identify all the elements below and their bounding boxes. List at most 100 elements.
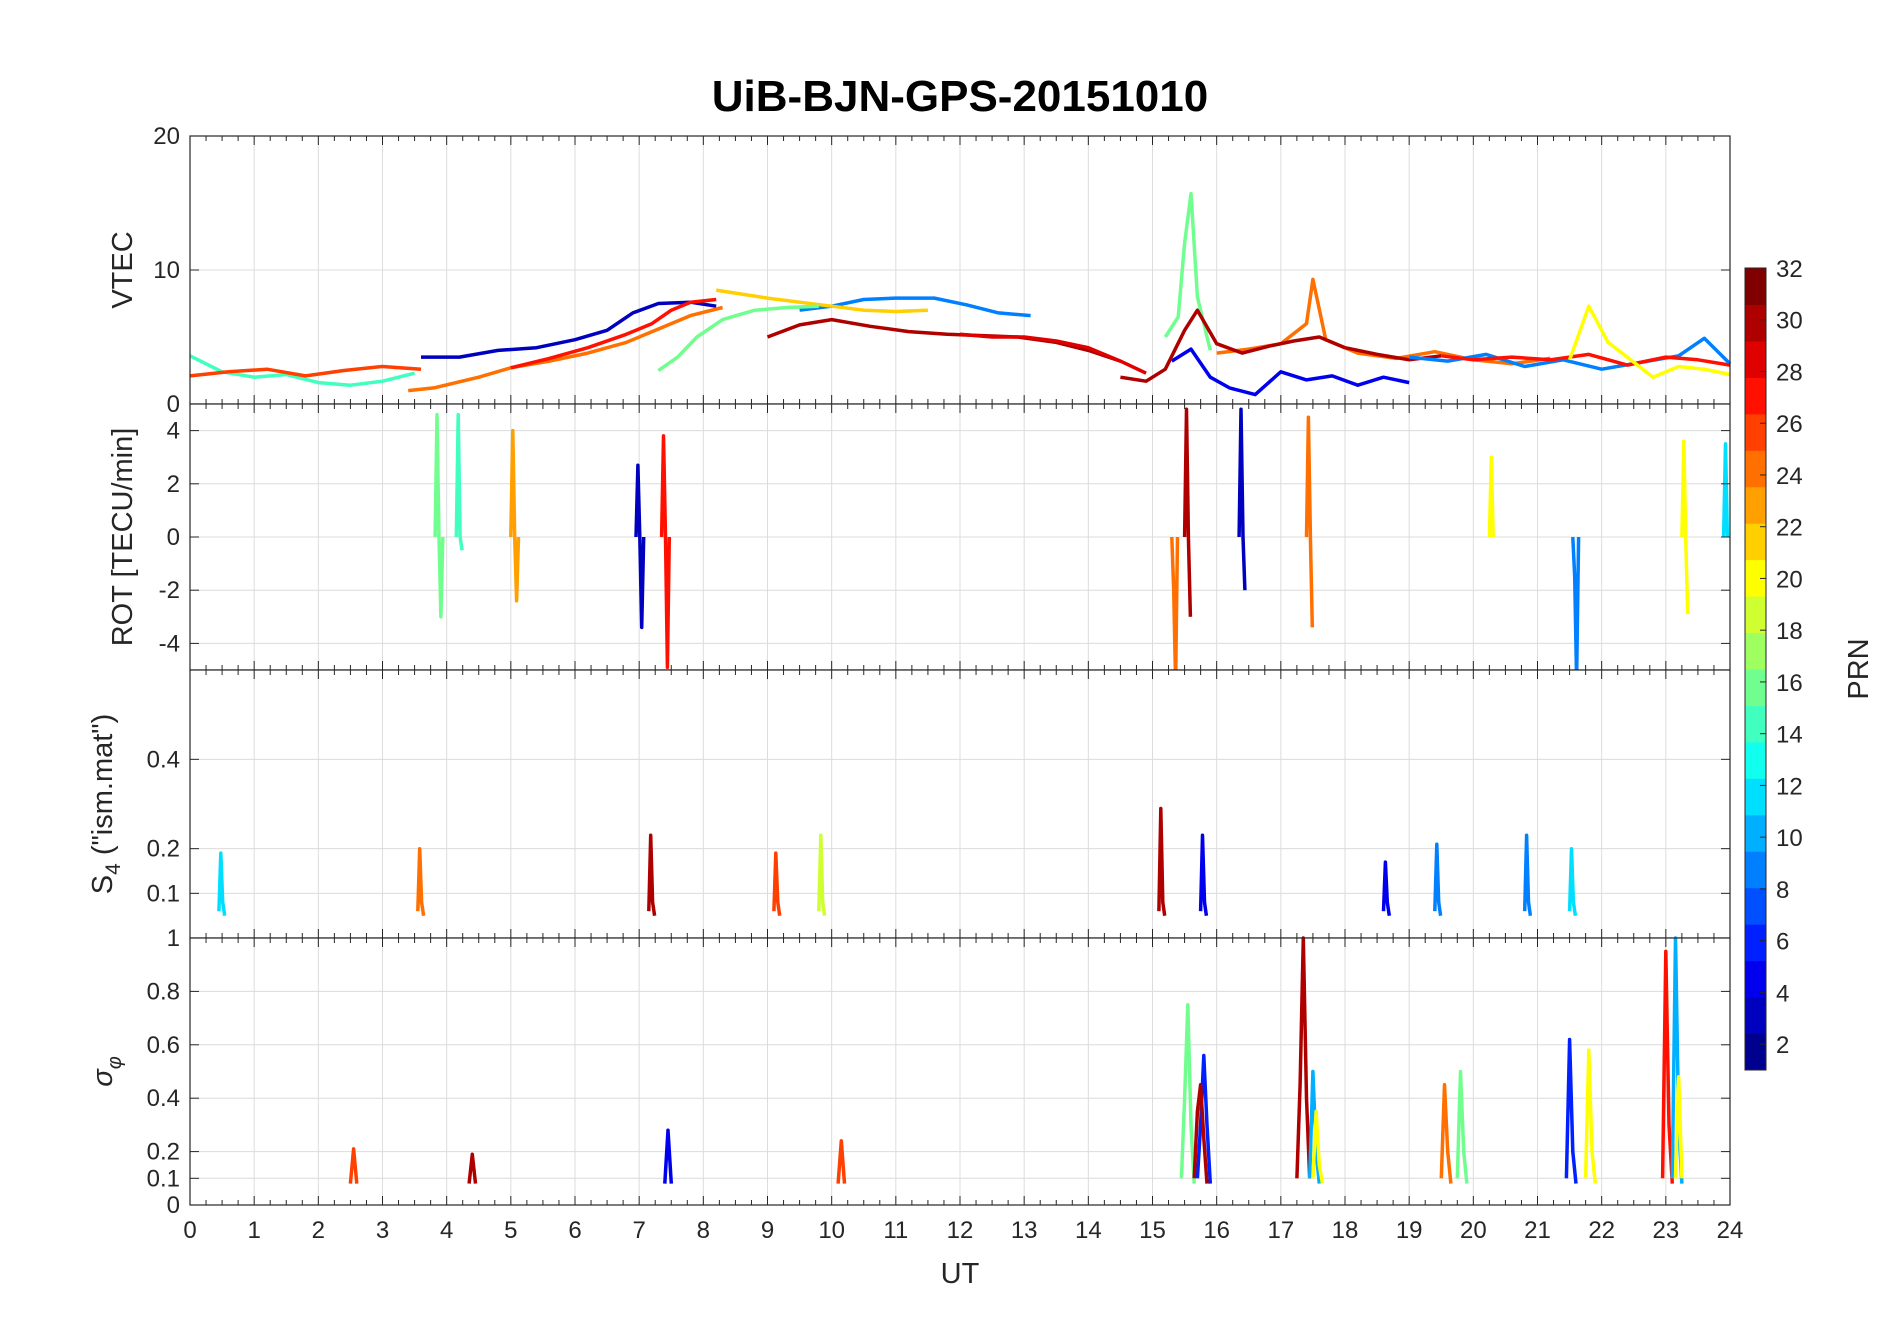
panel-0-series-4 (408, 305, 724, 393)
panel-3-series-16 (836, 1139, 847, 1184)
colorbar-label: PRN (1843, 638, 1875, 699)
colorbar-segment (1745, 960, 1766, 998)
panel-0-series-10 (1163, 191, 1213, 351)
colorbar-tick-label: 30 (1776, 308, 1803, 335)
x-tick-label: 0 (183, 1217, 196, 1244)
panel-2-series-6 (217, 851, 227, 916)
colorbar-segment (1745, 741, 1766, 779)
panel-3-y-tick-label: 0.6 (147, 1032, 180, 1059)
panel-2-series-1 (647, 833, 657, 916)
panel-1-series-11 (1680, 439, 1690, 615)
panel-1-y-tick-label: 0 (167, 524, 180, 551)
x-tick-label: 13 (1011, 1217, 1038, 1244)
panel-1-series-5 (1170, 536, 1180, 686)
panel-3-series-7 (1439, 1083, 1453, 1184)
panel-3-series-10 (1660, 949, 1675, 1184)
panel-0-series-13 (1120, 308, 1442, 383)
colorbar-tick-label: 10 (1776, 825, 1803, 852)
panel-2-series-9 (1381, 860, 1392, 916)
panel-1-series-8 (1304, 415, 1315, 628)
panel-2-series-8 (1433, 842, 1443, 916)
panel-1-series-2 (509, 428, 521, 603)
x-tick-label: 19 (1396, 1217, 1423, 1244)
panel-0-series-3 (657, 304, 819, 372)
panel-1-y-tick-label: -2 (159, 577, 180, 604)
panel-2-y-tick-label: 0.1 (147, 880, 180, 907)
x-axis-label: UT (941, 1258, 980, 1290)
panel-0-series-1 (799, 296, 1031, 318)
panel-3-y-tick-label: 0.4 (147, 1085, 180, 1112)
colorbar-segment (1745, 413, 1766, 451)
panel-0-series-16 (1567, 304, 1731, 379)
colorbar-segment (1745, 851, 1766, 889)
panel-0-series-12 (1170, 347, 1410, 397)
panel-2-series-7 (772, 851, 782, 916)
x-tick-label: 21 (1524, 1217, 1551, 1244)
panel-3-series-6 (1455, 1069, 1469, 1184)
panel-3-series-0 (1179, 1003, 1196, 1184)
colorbar-tick-label: 8 (1776, 877, 1789, 904)
panel-3-y-axis-label: σφ (87, 1056, 126, 1087)
chart-title: UiB-BJN-GPS-20151010 (711, 72, 1209, 121)
colorbar-segment (1745, 268, 1766, 305)
colorbar-tick-label: 28 (1776, 359, 1803, 386)
colorbar-segment (1745, 559, 1766, 597)
panel-1-series-1 (454, 412, 464, 551)
panel-1-series-0 (433, 412, 445, 619)
panel-0-series-0 (421, 300, 717, 359)
x-tick-label: 20 (1460, 1217, 1487, 1244)
colorbar-tick-label: 18 (1776, 618, 1803, 645)
colorbar-segment (1745, 304, 1766, 342)
panel-0-y-tick-label: 20 (153, 123, 180, 150)
x-tick-label: 7 (632, 1217, 645, 1244)
panel-3-series-1 (1195, 1053, 1213, 1184)
panel-2-series-0 (1157, 806, 1167, 916)
panel-0-series-15 (1441, 352, 1731, 367)
panel-1-y-tick-label: 4 (167, 418, 180, 445)
colorbar-segment (1745, 632, 1766, 670)
x-tick-label: 3 (376, 1217, 389, 1244)
colorbar-tick-label: 14 (1776, 722, 1803, 749)
panel-3-series-8 (1564, 1037, 1578, 1184)
panel-3-series-13 (348, 1147, 359, 1184)
panel-2-series-2 (817, 833, 827, 916)
panel-2-y-axis-label: S4 ("ism.mat") (87, 714, 125, 895)
colorbar-segment (1745, 997, 1766, 1035)
x-tick-label: 6 (568, 1217, 581, 1244)
x-tick-label: 24 (1717, 1217, 1744, 1244)
colorbar-tick-label: 16 (1776, 670, 1803, 697)
panel-3-series-12 (1673, 1075, 1684, 1179)
colorbar-tick-label: 6 (1776, 929, 1789, 956)
panel-3-y-tick-label: 0.1 (147, 1165, 180, 1192)
panel-3-y-tick-label: 0 (167, 1192, 180, 1219)
colorbar-segment (1745, 669, 1766, 706)
panel-2-series-4 (1522, 833, 1533, 916)
panel-2-y-tick-label: 0.4 (147, 746, 180, 773)
panel-3-series-15 (663, 1128, 674, 1184)
x-tick-label: 11 (883, 1217, 908, 1244)
colorbar-tick-label: 4 (1776, 980, 1789, 1007)
colorbar-segment (1745, 523, 1766, 561)
x-tick-label: 23 (1652, 1217, 1679, 1244)
panel-1-y-tick-label: -4 (159, 630, 180, 657)
colorbar-segment (1745, 924, 1766, 962)
panel-1-series-3 (634, 463, 646, 630)
colorbar-tick-label: 12 (1776, 773, 1803, 800)
panel-0-series-7 (959, 332, 1147, 375)
panel-2-series-5 (416, 846, 426, 916)
panel-0-series-5 (510, 297, 717, 370)
x-tick-label: 5 (504, 1217, 517, 1244)
panel-0-y-tick-label: 0 (167, 391, 180, 418)
panel-3-series-5 (1311, 1109, 1325, 1184)
colorbar-segment (1745, 377, 1766, 415)
x-tick-label: 9 (761, 1217, 774, 1244)
panel-3-y-tick-label: 0.8 (147, 978, 180, 1005)
panel-1-series-9 (1571, 536, 1581, 683)
panel-0-series-9 (189, 364, 422, 378)
x-tick-label: 2 (312, 1217, 325, 1244)
colorbar-segment (1745, 450, 1766, 488)
panel-3-series-9 (1583, 1048, 1598, 1184)
panel-2-series-10 (1567, 846, 1578, 916)
